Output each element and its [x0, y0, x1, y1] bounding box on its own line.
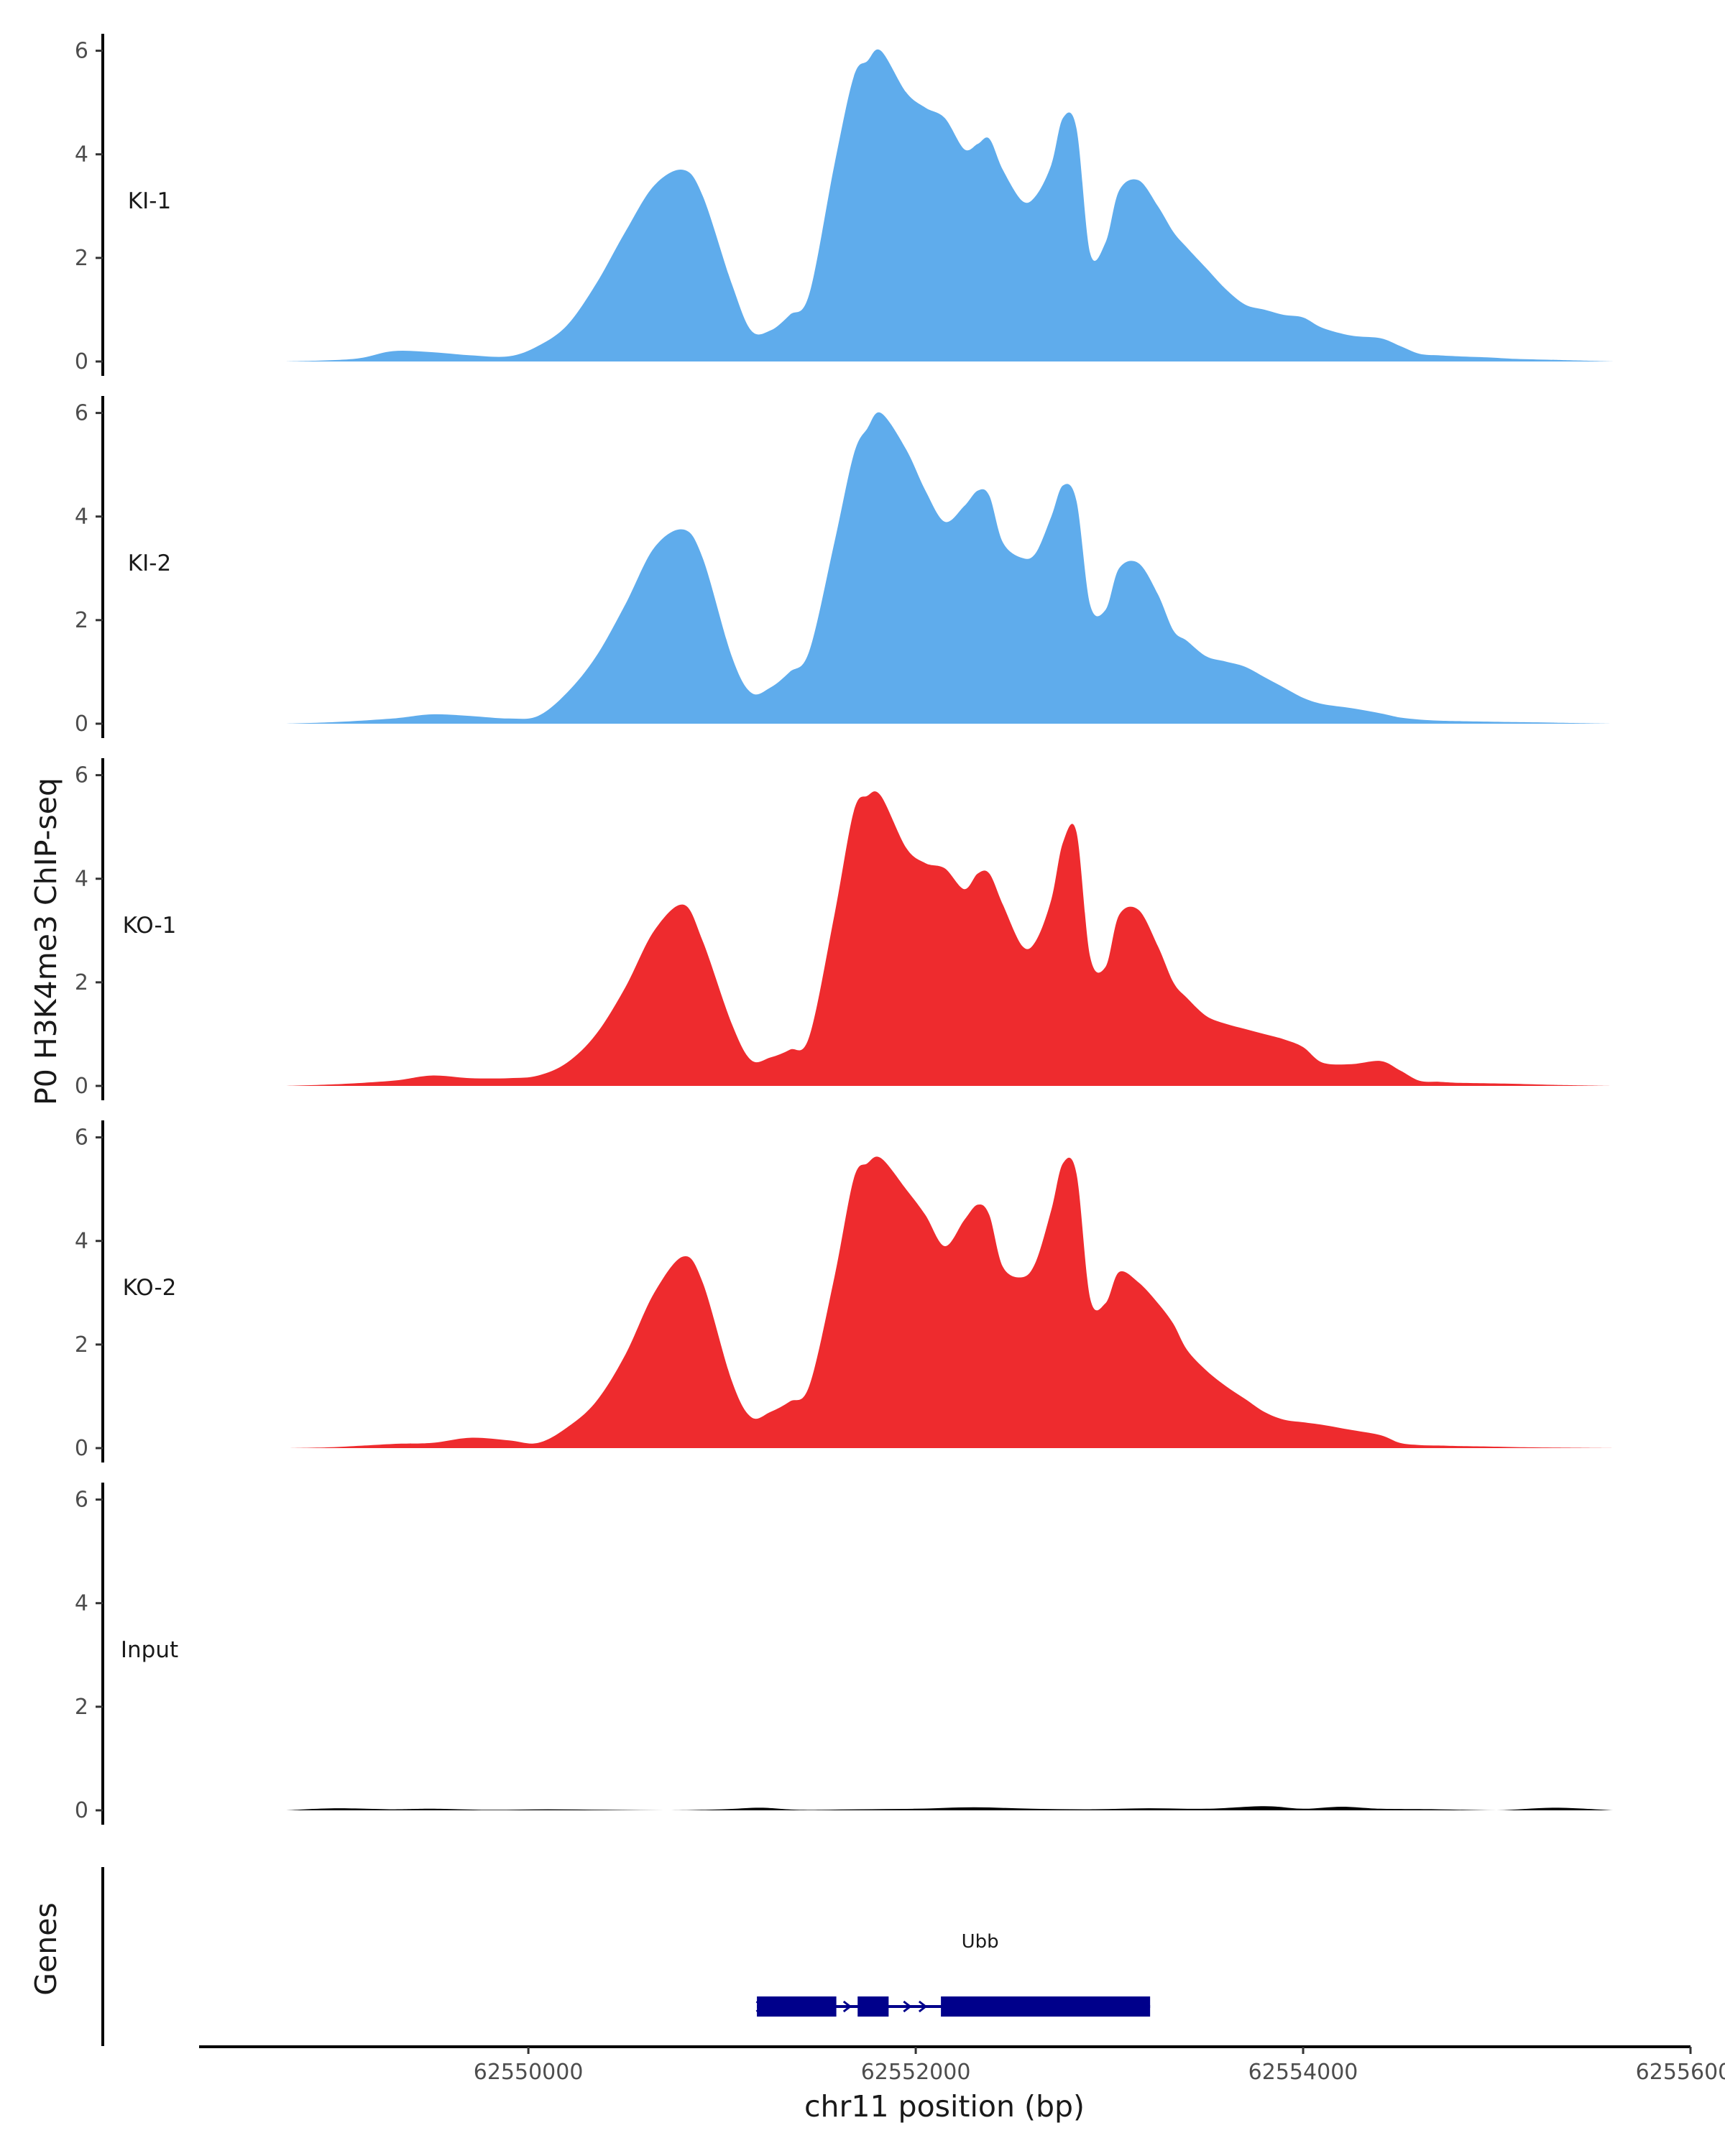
gene-exon	[857, 1996, 889, 2017]
y-tick-label: 4	[75, 1229, 88, 1254]
strand-arrow	[903, 2000, 912, 2013]
x-tick-label: 62552000	[861, 2060, 971, 2085]
y-tick-label: 2	[75, 1695, 88, 1720]
track-ki-1: 0 2 4 6 KI-1	[75, 34, 1614, 376]
y-tick-label: 6	[75, 1488, 88, 1513]
y-tick-label: 2	[75, 246, 88, 271]
y-tick-label: 4	[75, 1591, 88, 1616]
gene-panel: Ubb	[101, 1867, 1151, 2046]
y-tick-label: 0	[75, 1798, 88, 1823]
y-tick-label: 2	[75, 970, 88, 995]
y-tick-label: 0	[75, 1074, 88, 1099]
y-tick-label: 6	[75, 401, 88, 426]
coverage-area-input	[286, 1806, 1614, 1810]
track-label: KI-2	[128, 550, 171, 576]
x-tick-label: 62554000	[1248, 2060, 1358, 2085]
strand-arrow	[755, 2000, 765, 2013]
y-tick-label: 6	[75, 39, 88, 64]
track-ki-2: 0 2 4 6 KI-2	[75, 396, 1614, 738]
genes-axis-title: Genes	[29, 1902, 63, 1996]
y-tick-label: 0	[75, 349, 88, 374]
coverage-tracks: 0 2 4 6 KI-1 0 2 4 6 KI-2 0 2 4 6 KO-1 0 2 4 6 KO-2 0 2 4 6 Inpu…	[75, 34, 1614, 1825]
x-axis-title: chr11 position (bp)	[804, 2089, 1085, 2124]
track-label: KO-2	[123, 1275, 177, 1301]
track-ko-1: 0 2 4 6 KO-1	[75, 758, 1614, 1100]
y-tick-label: 0	[75, 1436, 88, 1461]
y-tick-label: 0	[75, 711, 88, 737]
x-axis: 62550000 62552000 62554000 62556000	[199, 2045, 1725, 2085]
y-tick-label: 6	[75, 1125, 88, 1151]
strand-arrow	[918, 2000, 928, 2013]
track-input: 0 2 4 6 Input	[75, 1483, 1614, 1825]
strand-arrow	[842, 2000, 852, 2013]
y-tick-label: 4	[75, 867, 88, 892]
coverage-area-ki-1	[286, 49, 1614, 361]
gene-exon	[941, 1996, 1151, 2017]
coverage-area-ko-2	[286, 1156, 1614, 1448]
y-tick-label: 4	[75, 142, 88, 167]
coverage-area-ko-1	[286, 791, 1614, 1086]
x-tick-label: 62556000	[1636, 2060, 1725, 2085]
gene-exon	[757, 1996, 837, 2017]
y-tick-label: 2	[75, 608, 88, 633]
x-tick-label: 62550000	[474, 2060, 584, 2085]
track-label: KI-1	[128, 188, 171, 214]
y-tick-label: 2	[75, 1332, 88, 1358]
track-label: Input	[121, 1637, 178, 1663]
track-ko-2: 0 2 4 6 KO-2	[75, 1120, 1614, 1462]
y-tick-label: 4	[75, 505, 88, 530]
y-axis-title: P0 H3K4me3 ChIP-seq	[29, 778, 63, 1105]
track-label: KO-1	[123, 913, 177, 939]
coverage-area-ki-2	[286, 412, 1614, 724]
gene-name-label: Ubb	[962, 1931, 999, 1953]
y-tick-label: 6	[75, 763, 88, 788]
